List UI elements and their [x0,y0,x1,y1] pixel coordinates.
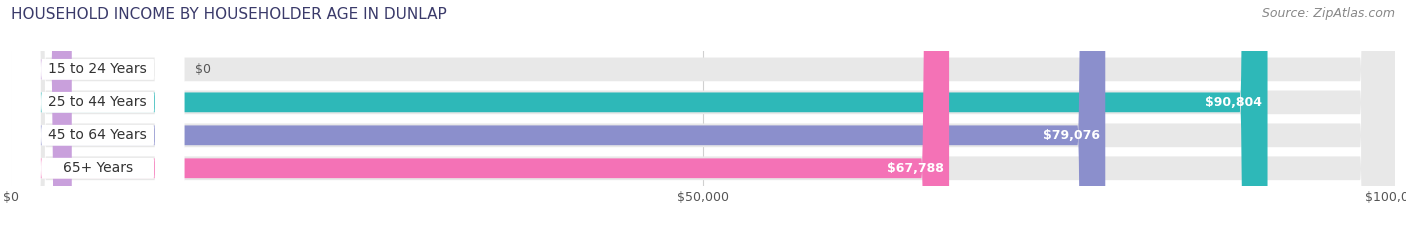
Text: $67,788: $67,788 [887,162,943,175]
Text: 65+ Years: 65+ Years [63,161,132,175]
FancyBboxPatch shape [11,0,1268,233]
Text: $0: $0 [195,63,211,76]
Text: Source: ZipAtlas.com: Source: ZipAtlas.com [1261,7,1395,20]
FancyBboxPatch shape [11,0,1105,233]
FancyBboxPatch shape [11,0,184,233]
Text: 15 to 24 Years: 15 to 24 Years [48,62,148,76]
Text: HOUSEHOLD INCOME BY HOUSEHOLDER AGE IN DUNLAP: HOUSEHOLD INCOME BY HOUSEHOLDER AGE IN D… [11,7,447,22]
Text: $90,804: $90,804 [1205,96,1263,109]
FancyBboxPatch shape [11,0,184,233]
FancyBboxPatch shape [11,0,1395,233]
FancyBboxPatch shape [11,0,1395,233]
Text: 25 to 44 Years: 25 to 44 Years [48,95,148,109]
FancyBboxPatch shape [11,0,949,233]
FancyBboxPatch shape [11,0,72,233]
Text: 45 to 64 Years: 45 to 64 Years [48,128,148,142]
FancyBboxPatch shape [11,0,1395,233]
FancyBboxPatch shape [11,0,1395,233]
FancyBboxPatch shape [11,0,184,233]
FancyBboxPatch shape [11,0,184,233]
Text: $79,076: $79,076 [1043,129,1099,142]
